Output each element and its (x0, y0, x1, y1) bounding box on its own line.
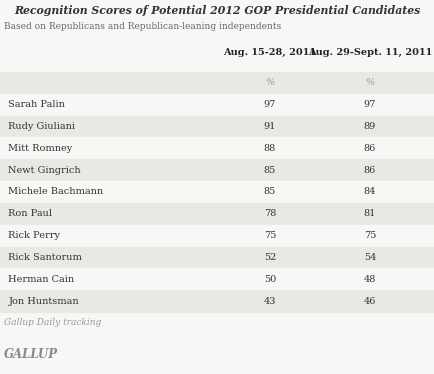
Bar (0, 290, 434, 312)
Text: 85: 85 (264, 187, 276, 196)
Text: Ron Paul: Ron Paul (8, 209, 53, 218)
Text: 97: 97 (264, 100, 276, 109)
Text: 84: 84 (364, 187, 376, 196)
Text: Based on Republicans and Republican-leaning independents: Based on Republicans and Republican-lean… (4, 22, 282, 31)
Text: Mitt Romney: Mitt Romney (8, 144, 72, 153)
Text: 52: 52 (264, 253, 276, 262)
Text: 46: 46 (364, 297, 376, 306)
Text: 50: 50 (264, 275, 276, 284)
Bar (0, 269, 434, 290)
Text: 86: 86 (364, 166, 376, 175)
Text: 86: 86 (364, 144, 376, 153)
Text: Aug. 15-28, 2011: Aug. 15-28, 2011 (224, 48, 316, 57)
Text: 78: 78 (264, 209, 276, 218)
Text: GALLUP: GALLUP (4, 348, 59, 361)
Text: Gallup Daily tracking: Gallup Daily tracking (4, 318, 102, 327)
Bar (0, 138, 434, 159)
Bar (0, 159, 434, 181)
Text: 54: 54 (364, 253, 376, 262)
Text: 91: 91 (264, 122, 276, 131)
Bar (0, 203, 434, 225)
Text: 89: 89 (364, 122, 376, 131)
Text: 48: 48 (364, 275, 376, 284)
Text: 81: 81 (364, 209, 376, 218)
Text: Recognition Scores of Potential 2012 GOP Presidential Candidates: Recognition Scores of Potential 2012 GOP… (14, 5, 420, 16)
Text: Newt Gingrich: Newt Gingrich (8, 166, 81, 175)
Bar (0, 225, 434, 246)
Bar (0, 181, 434, 203)
Text: Aug. 29-Sept. 11, 2011: Aug. 29-Sept. 11, 2011 (308, 48, 432, 57)
Text: 88: 88 (264, 144, 276, 153)
Text: 75: 75 (364, 231, 376, 240)
Text: Rick Perry: Rick Perry (8, 231, 60, 240)
Text: 85: 85 (264, 166, 276, 175)
Text: Michele Bachmann: Michele Bachmann (8, 187, 103, 196)
Bar (0, 94, 434, 116)
Text: 75: 75 (264, 231, 276, 240)
Text: Rudy Giuliani: Rudy Giuliani (8, 122, 76, 131)
Text: Sarah Palin: Sarah Palin (8, 100, 65, 109)
Text: Jon Huntsman: Jon Huntsman (8, 297, 79, 306)
Bar (0, 246, 434, 269)
Bar (0, 72, 434, 94)
Text: %: % (365, 79, 375, 88)
Text: %: % (265, 79, 275, 88)
Text: 97: 97 (364, 100, 376, 109)
Bar (0, 116, 434, 138)
Text: Rick Santorum: Rick Santorum (8, 253, 82, 262)
Text: Herman Cain: Herman Cain (8, 275, 75, 284)
Text: 43: 43 (264, 297, 276, 306)
